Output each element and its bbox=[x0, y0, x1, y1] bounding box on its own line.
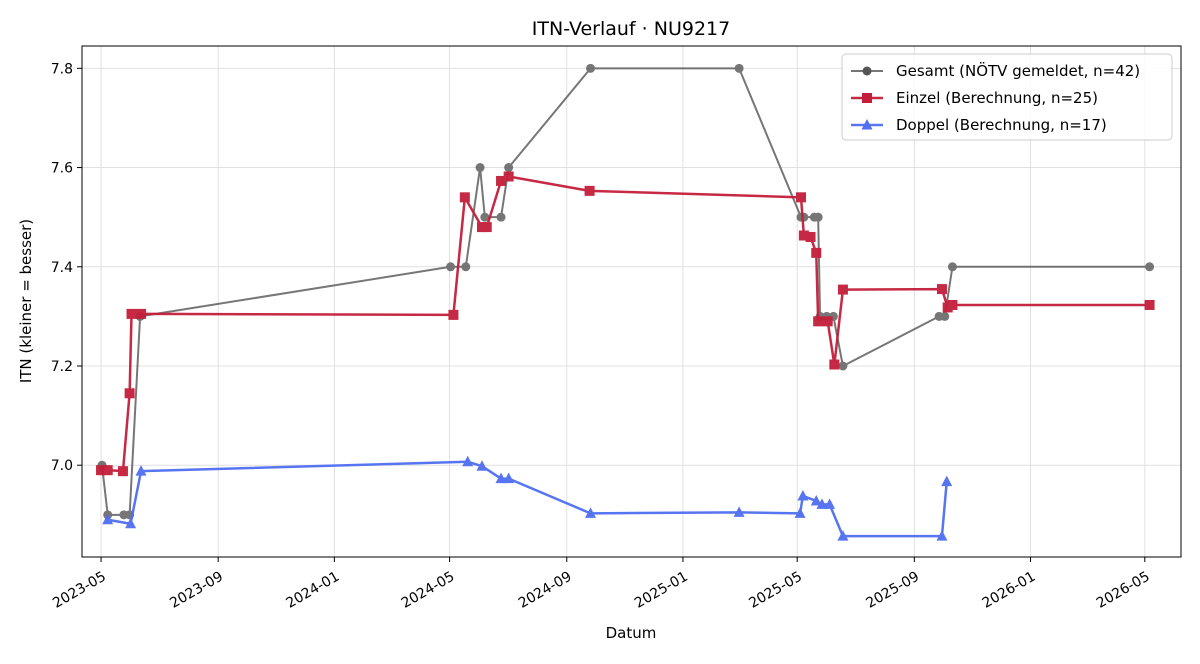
data-point bbox=[822, 316, 833, 327]
data-point bbox=[813, 212, 823, 222]
y-tick-label: 7.0 bbox=[51, 458, 73, 474]
data-point bbox=[829, 359, 840, 370]
data-point bbox=[475, 163, 485, 173]
y-tick-label: 7.6 bbox=[51, 161, 73, 177]
data-point bbox=[936, 530, 948, 541]
data-point bbox=[941, 475, 953, 487]
data-point bbox=[96, 465, 107, 476]
data-point bbox=[480, 212, 490, 222]
data-point bbox=[504, 163, 514, 173]
data-point bbox=[816, 498, 828, 509]
x-tick-label: 2025-05 bbox=[746, 569, 805, 612]
data-point bbox=[462, 455, 474, 467]
series-triangle bbox=[102, 455, 953, 541]
legend-swatch-marker bbox=[862, 66, 872, 76]
legend-item: Doppel (Berechnung, n=17) bbox=[851, 116, 1107, 134]
plot-series bbox=[96, 63, 1155, 541]
data-point bbox=[495, 472, 507, 484]
data-point bbox=[947, 299, 958, 310]
data-point bbox=[813, 316, 824, 327]
data-point bbox=[476, 460, 488, 471]
data-point bbox=[446, 262, 456, 272]
data-point bbox=[481, 222, 492, 233]
data-point bbox=[586, 63, 596, 73]
y-axis-title: ITN (kleiner = besser) bbox=[17, 219, 35, 383]
legend-label: Gesamt (NÖTV gemeldet, n=42) bbox=[896, 61, 1140, 80]
data-point bbox=[584, 185, 595, 196]
legend-label: Doppel (Berechnung, n=17) bbox=[896, 116, 1107, 134]
data-point bbox=[947, 262, 957, 272]
x-tick-label: 2023-09 bbox=[167, 569, 226, 612]
x-axis-title: Datum bbox=[606, 624, 657, 642]
chart-title: ITN-Verlauf · NU9217 bbox=[532, 18, 730, 40]
data-point bbox=[496, 175, 507, 186]
x-tick-label: 2024-01 bbox=[284, 569, 343, 612]
data-point bbox=[837, 530, 849, 541]
data-point bbox=[936, 284, 947, 295]
data-point bbox=[124, 388, 135, 399]
data-point bbox=[1144, 299, 1155, 310]
data-point bbox=[126, 308, 137, 319]
data-point bbox=[1145, 262, 1155, 272]
series-square bbox=[96, 171, 1155, 477]
data-point bbox=[448, 309, 459, 320]
series-line bbox=[101, 175, 1150, 473]
y-axis: 7.0 7.2 7.4 7.6 7.8 bbox=[51, 61, 82, 474]
legend-swatch-marker bbox=[861, 119, 873, 130]
y-tick-label: 7.8 bbox=[51, 61, 73, 77]
data-point bbox=[585, 507, 597, 518]
data-point bbox=[503, 472, 515, 484]
data-point bbox=[102, 513, 114, 525]
legend: Gesamt (NÖTV gemeldet, n=42) Einzel (Bere… bbox=[841, 53, 1173, 141]
data-point bbox=[794, 507, 806, 518]
data-point bbox=[135, 465, 147, 476]
data-point bbox=[136, 308, 147, 319]
data-point bbox=[837, 284, 848, 295]
x-tick-label: 2025-09 bbox=[863, 569, 922, 612]
data-point bbox=[459, 192, 470, 203]
data-point bbox=[797, 489, 809, 501]
legend-item: Gesamt (NÖTV gemeldet, n=42) bbox=[851, 61, 1140, 80]
legend-swatch-marker bbox=[862, 93, 872, 103]
legend-item: Einzel (Berechnung, n=25) bbox=[851, 89, 1098, 107]
data-point bbox=[503, 171, 514, 182]
data-point bbox=[805, 232, 816, 243]
data-point bbox=[940, 311, 950, 321]
data-point bbox=[733, 506, 745, 517]
data-point bbox=[734, 63, 744, 73]
x-tick-label: 2024-05 bbox=[399, 569, 458, 612]
x-axis: 2023-05 2023-09 2024-01 2024-05 2024-09 2025-… bbox=[50, 557, 1153, 612]
y-tick-label: 7.2 bbox=[51, 359, 73, 375]
data-point bbox=[824, 498, 836, 509]
x-tick-label: 2026-01 bbox=[980, 569, 1039, 612]
x-tick-label: 2026-05 bbox=[1094, 569, 1153, 612]
data-point bbox=[810, 494, 822, 506]
plot-area-frame bbox=[81, 45, 1182, 558]
data-point bbox=[796, 192, 807, 203]
x-tick-label: 2025-01 bbox=[632, 569, 691, 612]
legend-box bbox=[841, 53, 1173, 141]
data-point bbox=[496, 212, 506, 222]
x-tick-label: 2024-09 bbox=[516, 569, 575, 612]
data-point bbox=[125, 517, 137, 529]
series-line bbox=[107, 460, 948, 538]
data-point bbox=[117, 466, 128, 477]
data-point bbox=[102, 465, 113, 476]
x-tick-label: 2023-05 bbox=[50, 569, 109, 612]
data-point bbox=[811, 247, 822, 258]
data-point bbox=[461, 262, 471, 272]
data-point bbox=[798, 230, 809, 241]
legend-label: Einzel (Berechnung, n=25) bbox=[896, 89, 1098, 107]
y-tick-label: 7.4 bbox=[51, 260, 73, 276]
data-point bbox=[838, 361, 848, 371]
